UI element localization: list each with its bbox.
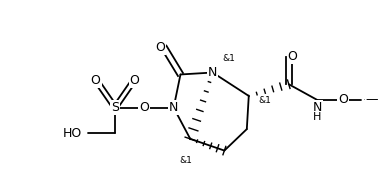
Text: &1: &1	[259, 96, 271, 105]
Text: —: —	[363, 93, 375, 106]
Text: &1: &1	[179, 156, 192, 165]
Text: O: O	[288, 50, 297, 63]
Text: H: H	[313, 112, 321, 122]
Text: N: N	[169, 101, 178, 114]
Text: O: O	[338, 93, 349, 106]
Text: O: O	[91, 74, 101, 87]
Text: &1: &1	[222, 54, 235, 63]
Text: N: N	[312, 101, 322, 114]
Text: N: N	[208, 66, 217, 79]
Text: O: O	[139, 101, 149, 114]
Text: O: O	[130, 74, 139, 87]
Text: HO: HO	[63, 127, 82, 140]
Text: S: S	[111, 101, 119, 114]
Text: O: O	[155, 41, 165, 54]
Text: —: —	[366, 93, 378, 106]
